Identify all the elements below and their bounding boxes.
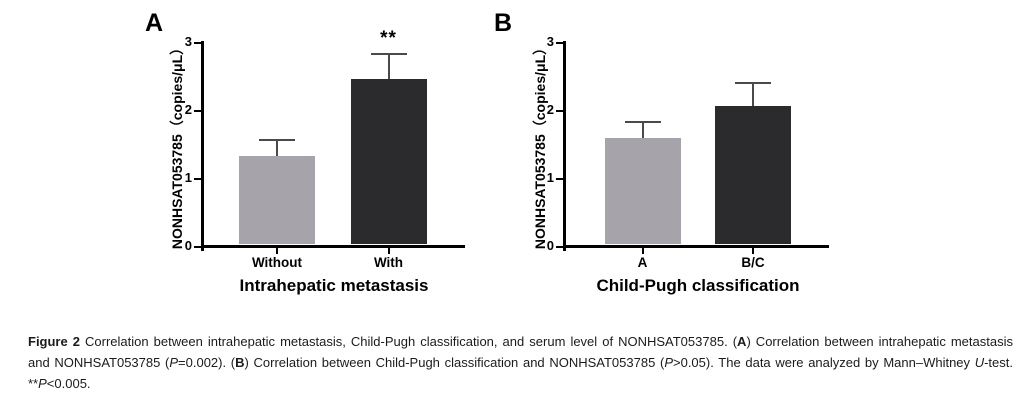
caption-segment: -test. ** xyxy=(28,355,1013,391)
error-bar-cap xyxy=(259,139,295,142)
y-tick-label: 0 xyxy=(546,237,554,253)
significance-marker: ** xyxy=(380,28,397,50)
caption-segment: Correlation between intrahepatic metasta… xyxy=(85,334,738,349)
y-axis-tick xyxy=(556,177,563,180)
error-bar-line xyxy=(752,82,754,114)
y-axis-line xyxy=(563,41,566,251)
y-axis-line xyxy=(201,41,204,251)
y-axis-tick xyxy=(194,177,201,180)
error-bar-cap xyxy=(370,53,407,56)
y-axis-tick xyxy=(194,109,201,112)
y-tick-label: 1 xyxy=(184,169,192,185)
y-tick-label: 2 xyxy=(184,101,192,117)
bar xyxy=(604,137,681,245)
y-axis-tick xyxy=(556,42,563,44)
caption-segment: <0.005. xyxy=(46,376,91,391)
x-axis-line xyxy=(563,244,829,248)
caption-segment: P xyxy=(664,355,673,370)
caption-segment: ) Correlation between Child-Pugh classif… xyxy=(244,355,665,370)
error-bar-cap xyxy=(624,121,661,123)
y-tick-label: 2 xyxy=(546,101,554,117)
caption-segment: B xyxy=(235,355,245,370)
error-bar-line xyxy=(387,54,390,86)
error-bar-cap xyxy=(735,81,771,84)
x-axis-line xyxy=(201,244,465,248)
y-tick-label: 1 xyxy=(546,169,554,185)
error-bar-line xyxy=(641,122,644,145)
caption-segment: P xyxy=(169,355,179,370)
caption-segment: =0.002). ( xyxy=(178,355,236,370)
caption-segment: P xyxy=(38,376,47,391)
panel-a-x-axis-title: Intrahepatic metastasis xyxy=(239,276,429,295)
figure-caption: Figure 2 Correlation between intrahepati… xyxy=(28,331,1013,394)
panel-a-label: A xyxy=(145,9,164,37)
caption-segment: A xyxy=(737,334,747,349)
caption-segment: Figure 2 xyxy=(28,334,86,349)
caption-segment: U xyxy=(974,355,985,370)
caption-segment: ) Correlation between intrahepatic metas… xyxy=(28,334,1013,370)
y-axis-tick xyxy=(556,109,563,112)
y-axis-tick xyxy=(194,42,201,44)
y-tick-label: 3 xyxy=(546,34,554,49)
y-tick-label: 3 xyxy=(184,34,192,49)
y-axis-tick xyxy=(194,245,201,248)
bar xyxy=(350,78,427,245)
x-tick-label: A xyxy=(637,254,648,270)
x-axis-tick xyxy=(387,247,390,254)
y-axis-tick xyxy=(556,245,563,248)
x-tick-label: Without xyxy=(251,254,303,270)
caption-segment: >0.05). The data were analyzed by Mann–W… xyxy=(673,355,975,370)
panel-b-label: B xyxy=(494,9,513,37)
x-axis-tick xyxy=(276,247,278,254)
bar xyxy=(715,106,791,245)
x-axis-tick xyxy=(752,247,754,254)
error-bar-line xyxy=(276,140,278,164)
x-tick-label: B/C xyxy=(741,254,765,270)
bar xyxy=(239,156,315,245)
x-axis-tick xyxy=(641,247,644,254)
panel-b-x-axis-title: Child-Pugh classification xyxy=(596,276,800,295)
x-tick-label: With xyxy=(373,254,404,270)
y-tick-label: 0 xyxy=(184,237,192,253)
